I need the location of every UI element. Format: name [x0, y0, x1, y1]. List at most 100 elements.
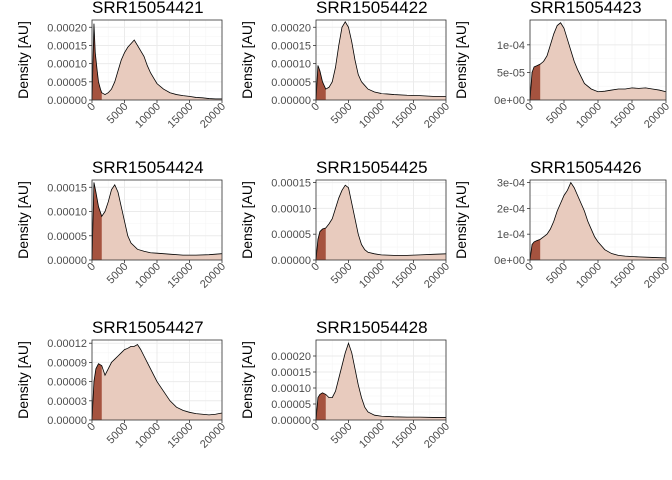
y-tick-label: 0.00000	[271, 415, 311, 427]
y-tick-label: 0.00005	[271, 399, 311, 411]
density-area	[530, 182, 666, 260]
facet-panel: SRR15054421 Density [AU] 0.00000 0.00005 0.0…	[15, 0, 228, 131]
highlighted-density-area	[316, 392, 326, 420]
facet-panel: SRR15054424 Density [AU] 0.00000 0.00005 0.0…	[15, 158, 228, 291]
density-line	[91, 182, 223, 261]
y-tick-label: 0.00000	[47, 255, 87, 267]
density-area	[92, 182, 222, 260]
y-tick-label: 0.00005	[47, 77, 87, 89]
density-line	[529, 181, 667, 261]
density-area	[316, 343, 446, 420]
y-tick-label: 0.00020	[271, 351, 311, 363]
y-axis-label: Density [AU]	[239, 21, 255, 99]
y-axis-label: Density [AU]	[239, 341, 255, 419]
y-tick-label: 0.00020	[271, 22, 311, 34]
x-tick-label: 15000	[390, 421, 420, 451]
y-tick-label: 0.00015	[271, 367, 311, 379]
x-tick-label: 20000	[198, 421, 228, 451]
facet-panel: SRR15054428 Density [AU] 0.00000 0.00005 0.0…	[239, 318, 452, 451]
y-axis-label: Density [AU]	[15, 181, 31, 259]
x-tick-label: 15000	[390, 261, 420, 291]
facet-panel: SRR15054427 Density [AU] 0.00000 0.00003 0.0…	[15, 318, 228, 451]
y-tick-label: 1e-04	[497, 40, 525, 52]
y-tick-label: 0.00010	[47, 207, 87, 219]
x-tick-label: 15000	[608, 101, 638, 131]
highlighted-density-area	[92, 363, 102, 420]
y-tick-label: 0.00015	[271, 40, 311, 52]
y-tick-label: 0.00005	[271, 77, 311, 89]
y-axis-label: Density [AU]	[453, 21, 469, 99]
y-tick-label: 0.00000	[47, 415, 87, 427]
y-axis-label: Density [AU]	[15, 341, 31, 419]
density-area	[316, 185, 446, 260]
density-area	[316, 21, 446, 100]
y-tick-label: 0.00005	[271, 229, 311, 241]
x-tick-label: 10000	[357, 261, 387, 291]
y-tick-label: 0.00009	[47, 357, 87, 369]
x-tick-label: 5000	[105, 261, 131, 287]
x-tick-label: 10000	[133, 261, 163, 291]
x-tick-label: 5000	[105, 101, 131, 127]
x-tick-label: 5000	[544, 261, 570, 287]
y-tick-label: 0.00006	[47, 377, 87, 389]
density-line	[315, 341, 446, 421]
y-axis-label: Density [AU]	[15, 21, 31, 99]
y-tick-label: 0.00010	[271, 203, 311, 215]
x-tick-label: 10000	[133, 101, 163, 131]
y-tick-label: 0.00003	[47, 396, 87, 408]
density-line	[91, 23, 222, 101]
y-tick-label: 0.00012	[47, 338, 87, 350]
x-tick-label: 5000	[329, 101, 355, 127]
x-tick-label: 15000	[608, 261, 638, 291]
y-tick-label: 0.00005	[47, 231, 87, 243]
x-tick-label: 5000	[544, 101, 570, 127]
y-tick-label: 0.00010	[271, 383, 311, 395]
facet-panel: SRR15054425 Density [AU] 0.00000 0.00005 0.0…	[239, 158, 452, 291]
highlighted-density-area	[316, 65, 326, 100]
y-tick-label: 0.00010	[47, 59, 87, 71]
highlighted-density-area	[316, 228, 326, 260]
x-tick-label: 20000	[642, 101, 672, 131]
x-tick-label: 20000	[198, 101, 228, 131]
x-tick-label: 15000	[166, 421, 196, 451]
panel-title: SRR15054421	[92, 0, 204, 17]
y-axis-label: Density [AU]	[453, 181, 469, 259]
y-tick-label: 0.00010	[271, 59, 311, 71]
x-tick-label: 20000	[422, 261, 452, 291]
y-tick-label: 2e-04	[497, 203, 525, 215]
y-tick-label: 5e-05	[497, 67, 525, 79]
facet-panel: SRR15054422 Density [AU] 0.00000 0.00005 0.0…	[239, 0, 452, 131]
x-tick-label: 5000	[329, 421, 355, 447]
x-tick-label: 15000	[390, 101, 420, 131]
density-area	[92, 23, 222, 100]
x-tick-label: 20000	[642, 261, 672, 291]
x-tick-label: 5000	[105, 421, 131, 447]
x-tick-label: 15000	[166, 261, 196, 291]
panel-title: SRR15054428	[316, 318, 428, 337]
y-tick-label: 0.00015	[47, 182, 87, 194]
facet-panel: SRR15054426 Density [AU] 0e+00 1e-04 2e-04 3e…	[453, 158, 672, 291]
x-tick-label: 15000	[166, 101, 196, 131]
density-line	[315, 184, 447, 261]
y-tick-label: 3e-04	[497, 178, 525, 190]
y-tick-label: 0.00000	[271, 95, 311, 107]
density-area	[530, 22, 666, 100]
panel-title: SRR15054427	[92, 318, 204, 337]
panel-title: SRR15054422	[316, 0, 428, 17]
panel-title: SRR15054426	[530, 158, 642, 177]
x-tick-label: 20000	[198, 261, 228, 291]
x-tick-label: 5000	[329, 261, 355, 287]
y-tick-label: 0.00015	[271, 178, 311, 190]
highlighted-density-area	[92, 182, 102, 260]
y-tick-label: 1e-04	[497, 229, 525, 241]
x-tick-label: 10000	[133, 421, 163, 451]
y-axis-label: Density [AU]	[239, 181, 255, 259]
density-line	[315, 21, 446, 101]
y-tick-label: 0e+00	[494, 95, 525, 107]
x-tick-label: 20000	[422, 101, 452, 131]
panel-title: SRR15054423	[530, 0, 642, 17]
x-tick-label: 10000	[574, 261, 604, 291]
x-tick-label: 20000	[422, 421, 452, 451]
panel-title: SRR15054424	[92, 158, 204, 177]
